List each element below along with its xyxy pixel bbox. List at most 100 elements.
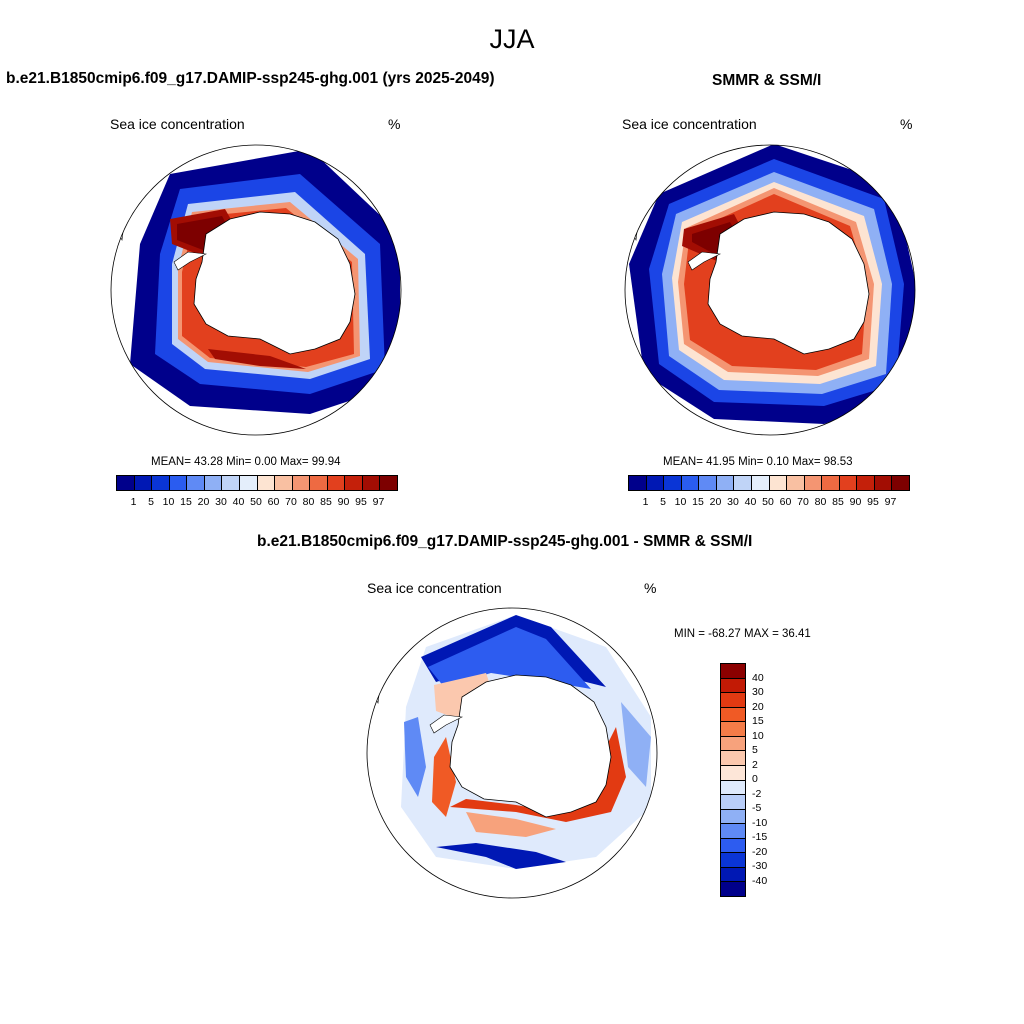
- diff-colorbar-tick-label: 5: [752, 744, 758, 756]
- diff-colorbar: [720, 663, 746, 897]
- diff-variable-label: Sea ice concentration: [367, 580, 502, 596]
- obs-colorbar-tick-label: 60: [779, 496, 792, 508]
- model-colorbar-tick-label: 5: [148, 496, 154, 508]
- model-colorbar-swatch: [152, 476, 170, 490]
- obs-colorbar-swatch: [699, 476, 717, 490]
- model-colorbar-swatch: [239, 476, 258, 490]
- obs-colorbar-ticks: 1 5 10 15 20 30 40 50 60 70 80 85 90 95 97: [628, 496, 908, 510]
- model-colorbar-tick-label: 90: [337, 496, 350, 508]
- diff-colorbar-swatch: [721, 736, 745, 752]
- diff-colorbar-swatch: [721, 765, 745, 781]
- diff-colorbar-swatch: [721, 678, 745, 694]
- diff-colorbar-swatch: [721, 853, 745, 868]
- obs-colorbar-swatch: [787, 476, 805, 490]
- model-colorbar-swatch: [362, 476, 381, 490]
- obs-colorbar-swatch: [681, 476, 700, 490]
- model-colorbar-tick-label: 70: [285, 496, 297, 508]
- model-colorbar-swatch: [204, 476, 223, 490]
- diff-colorbar-swatch: [721, 722, 745, 737]
- model-polar-map: [110, 144, 402, 436]
- model-panel-title: b.e21.B1850cmip6.f09_g17.DAMIP-ssp245-gh…: [6, 70, 495, 87]
- model-colorbar-tick-label: 15: [180, 496, 192, 508]
- diff-colorbar-swatch: [721, 751, 745, 766]
- diff-colorbar-tick-label: -2: [752, 787, 762, 800]
- diff-colorbar-tick-label: -20: [752, 845, 768, 858]
- obs-colorbar-tick-label: 70: [797, 496, 809, 508]
- diff-colorbar-swatch: [721, 809, 745, 825]
- model-colorbar-swatch: [169, 476, 188, 490]
- obs-colorbar-swatch: [629, 476, 647, 490]
- diff-colorbar-swatch: [721, 838, 745, 854]
- diff-colorbar-swatch: [721, 882, 745, 896]
- obs-units-label: %: [900, 116, 913, 132]
- diff-colorbar-tick-label: 2: [752, 758, 758, 771]
- obs-colorbar-tick-label: 10: [674, 496, 687, 508]
- obs-colorbar-tick-label: 20: [709, 496, 722, 508]
- model-colorbar-tick-label: 95: [355, 496, 367, 508]
- obs-stats: MEAN= 41.95 Min= 0.10 Max= 98.53: [663, 456, 853, 468]
- model-colorbar-tick-label: 10: [162, 496, 175, 508]
- model-colorbar-swatch: [117, 476, 135, 490]
- obs-colorbar-swatch: [839, 476, 858, 490]
- diff-colorbar-tick-label: 0: [752, 773, 758, 785]
- diff-colorbar-tick-label: -40: [752, 874, 768, 887]
- obs-colorbar-swatch: [874, 476, 893, 490]
- diff-colorbar-tick-label: 10: [752, 729, 764, 742]
- obs-colorbar-swatch: [751, 476, 770, 490]
- model-colorbar-tick-label: 60: [267, 496, 280, 508]
- obs-colorbar-tick-label: 90: [849, 496, 862, 508]
- model-colorbar-tick-label: 20: [197, 496, 210, 508]
- diff-colorbar-swatch: [721, 693, 745, 708]
- model-colorbar-swatch: [257, 476, 276, 490]
- model-colorbar-swatch: [222, 476, 240, 490]
- diff-colorbar-swatch: [721, 664, 745, 679]
- diff-colorbar-swatch: [721, 795, 745, 810]
- obs-colorbar-swatch: [769, 476, 788, 490]
- diff-colorbar-tick-label: 20: [752, 700, 764, 713]
- obs-colorbar: [628, 475, 910, 491]
- obs-colorbar-tick-label: 30: [727, 496, 739, 508]
- obs-variable-label: Sea ice concentration: [622, 116, 757, 132]
- obs-colorbar-tick-label: 5: [660, 496, 666, 508]
- figure-title: JJA: [489, 24, 535, 54]
- model-colorbar-swatch: [327, 476, 346, 490]
- diff-units-label: %: [644, 580, 657, 596]
- obs-colorbar-tick-label: 40: [744, 496, 757, 508]
- model-colorbar-tick-label: 40: [232, 496, 245, 508]
- model-colorbar-tick-label: 80: [302, 496, 315, 508]
- diff-colorbar-ticks: 40 30 20 15 10 5 2 0 -2 -5 -10 -15 -20 -30 -40: [752, 663, 792, 895]
- obs-colorbar-swatch: [804, 476, 823, 490]
- obs-colorbar-swatch: [664, 476, 682, 490]
- diff-colorbar-tick-label: -5: [752, 802, 762, 814]
- obs-colorbar-tick-label: 50: [762, 496, 774, 508]
- model-colorbar-tick-label: 97: [372, 496, 385, 508]
- model-variable-label: Sea ice concentration: [110, 116, 245, 132]
- obs-colorbar-tick-label: 97: [884, 496, 897, 508]
- diff-panel-title: b.e21.B1850cmip6.f09_g17.DAMIP-ssp245-gh…: [257, 533, 753, 550]
- diff-colorbar-tick-label: 30: [752, 686, 764, 698]
- obs-colorbar-tick-label: 95: [867, 496, 879, 508]
- diff-colorbar-swatch: [721, 824, 745, 839]
- diff-colorbar-tick-label: -15: [752, 831, 768, 843]
- model-colorbar-swatch: [275, 476, 293, 490]
- model-colorbar-swatch: [187, 476, 205, 490]
- diff-colorbar-swatch: [721, 707, 745, 723]
- obs-colorbar-tick-label: 80: [814, 496, 827, 508]
- diff-colorbar-swatch: [721, 867, 745, 883]
- diff-colorbar-swatch: [721, 780, 745, 796]
- model-colorbar-tick-label: 85: [320, 496, 332, 508]
- obs-colorbar-tick-label: 15: [692, 496, 704, 508]
- obs-panel-title: SMMR & SSM/I: [712, 72, 822, 89]
- diff-colorbar-tick-label: 40: [752, 671, 764, 684]
- model-units-label: %: [388, 116, 401, 132]
- obs-colorbar-tick-label: 1: [642, 496, 649, 508]
- diff-stats: MIN = -68.27 MAX = 36.41: [674, 628, 811, 640]
- model-colorbar-swatch: [292, 476, 311, 490]
- obs-colorbar-swatch: [734, 476, 752, 490]
- obs-colorbar-swatch: [892, 476, 909, 490]
- model-colorbar-tick-label: 1: [130, 496, 137, 508]
- obs-colorbar-swatch: [822, 476, 840, 490]
- obs-colorbar-swatch: [646, 476, 665, 490]
- diff-polar-map: [366, 607, 658, 899]
- model-colorbar-ticks: 1 5 10 15 20 30 40 50 60 70 80 85 90 95 97: [116, 496, 396, 510]
